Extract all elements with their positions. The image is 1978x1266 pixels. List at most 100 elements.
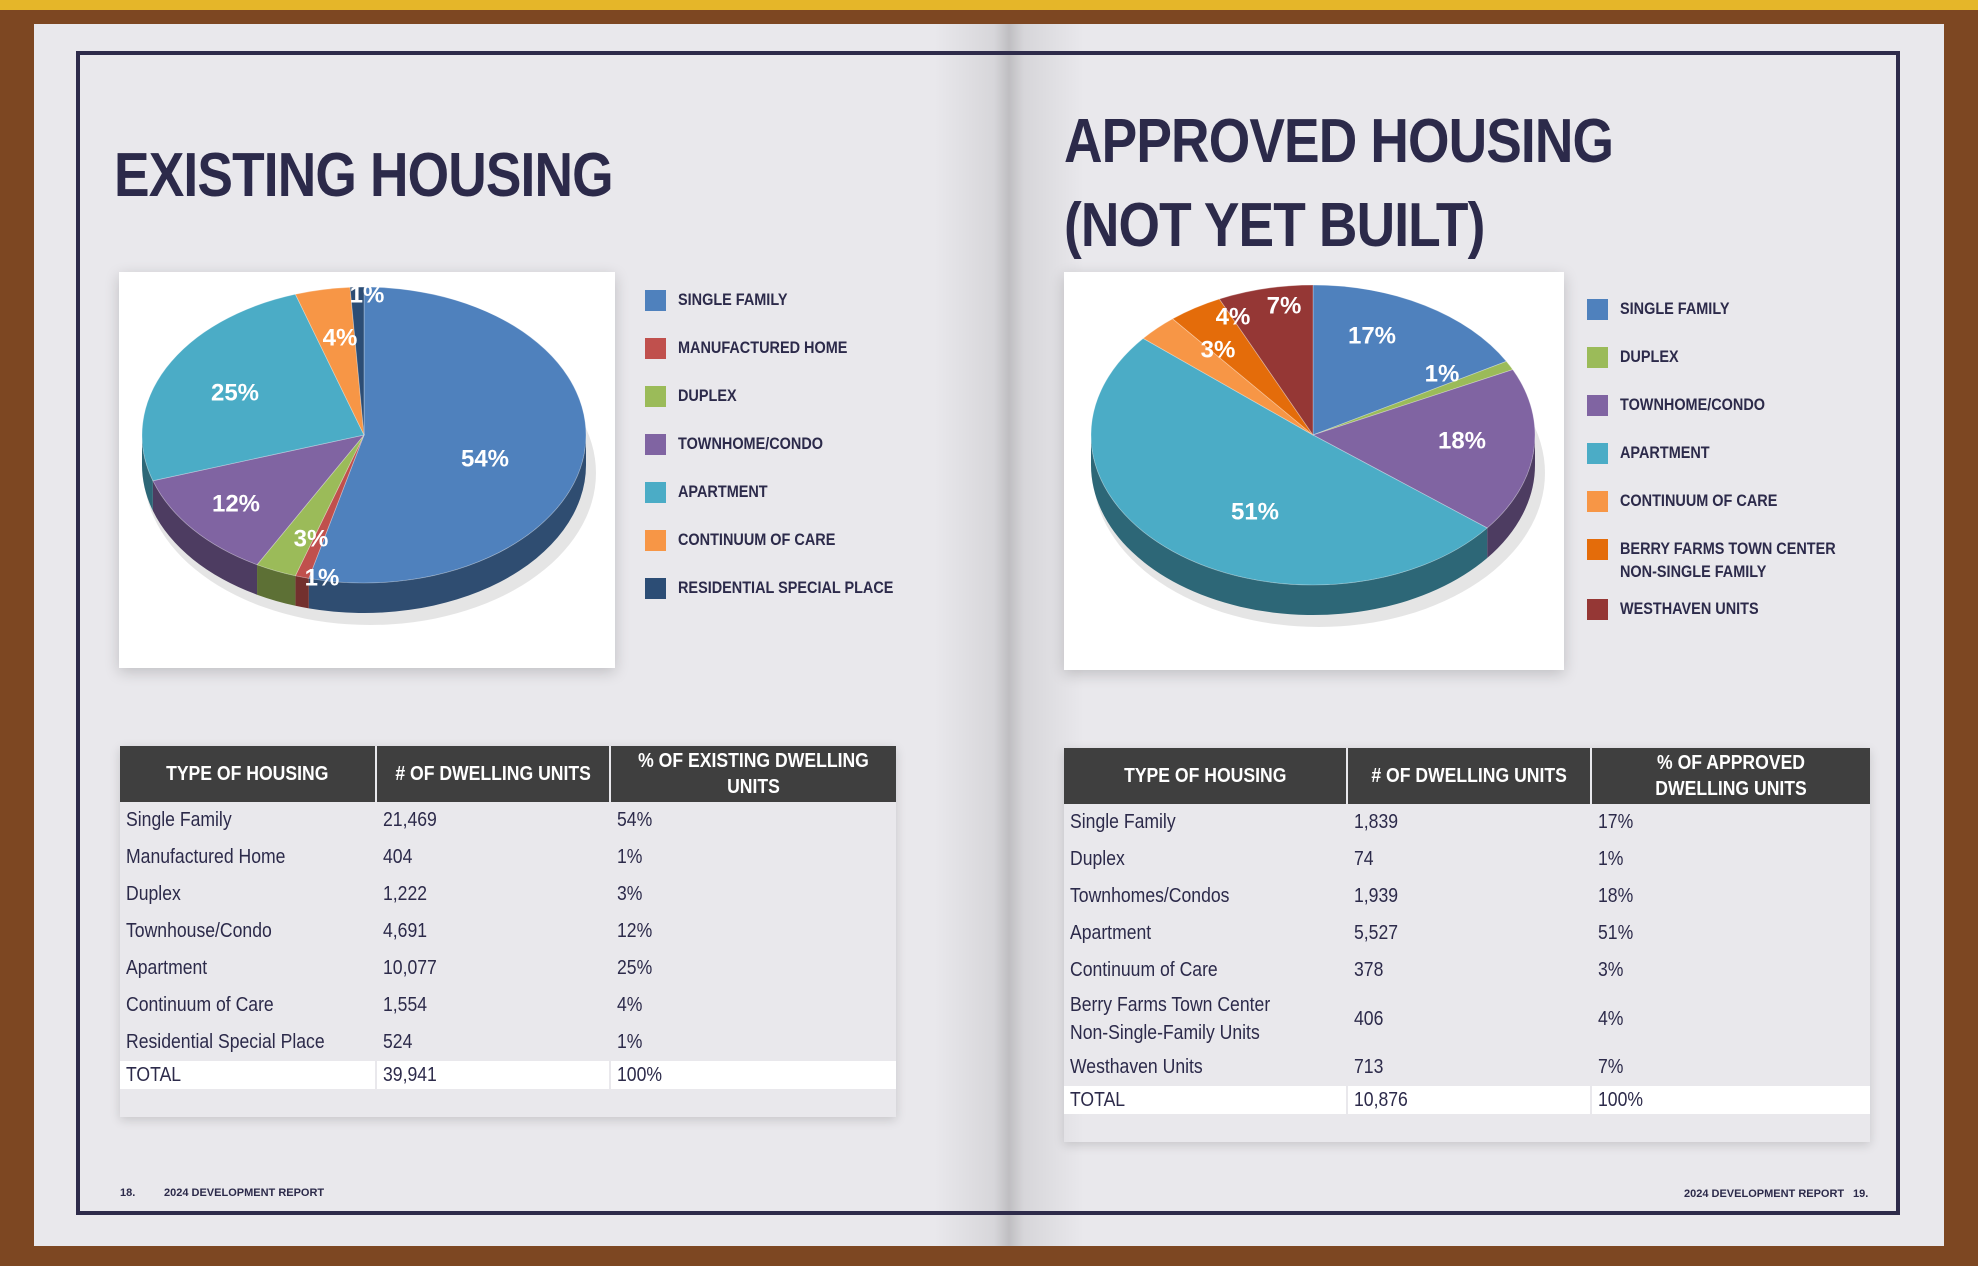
approved-table-row: Continuum of Care 378 3% <box>1064 952 1870 989</box>
approved-table-cell: 18% <box>1590 878 1870 915</box>
existing-legend-label: APARTMENT <box>678 482 768 501</box>
existing-table-cell: Duplex <box>120 876 377 913</box>
existing-table-row: Single Family 21,469 54% <box>120 802 896 839</box>
approved-pie-label-1: 1% <box>1425 360 1460 387</box>
approved-legend-swatch <box>1587 395 1608 416</box>
existing-pie-side-2 <box>257 564 296 606</box>
approved-table-row: Townhomes/Condos 1,939 18% <box>1064 878 1870 915</box>
existing-pie-label-0: 54% <box>461 445 509 472</box>
approved-table-total-cell: 10,876 <box>1347 1086 1592 1114</box>
existing-pie-side-3 <box>152 480 258 595</box>
existing-pie-label-2: 3% <box>294 525 329 552</box>
approved-table-row: Single Family 1,839 17% <box>1064 804 1870 841</box>
existing-table-cell: 524 <box>376 1024 611 1061</box>
existing-table-cell: 4% <box>610 987 896 1024</box>
right-report-name: 2024 DEVELOPMENT REPORT <box>1684 1188 1845 1200</box>
approved-legend-item: TOWNHOME/CONDO <box>1587 393 1920 416</box>
approved-table-row: Apartment 5,527 51% <box>1064 915 1870 952</box>
approved-legend-item: SINGLE FAMILY <box>1587 297 1920 320</box>
existing-legend-label: SINGLE FAMILY <box>678 290 788 309</box>
existing-table-cell: Residential Special Place <box>120 1024 377 1061</box>
existing-table-total-cell: 100% <box>610 1061 896 1089</box>
existing-table-cell: 404 <box>376 839 611 876</box>
existing-pie-label-3: 12% <box>212 490 260 517</box>
approved-table-header-2: % OF APPROVED DWELLING UNITS <box>1590 748 1870 804</box>
approved-table-cell: 378 <box>1347 952 1592 989</box>
approved-table-cell: 3% <box>1590 952 1870 989</box>
approved-table-cell: 1,839 <box>1347 804 1592 841</box>
approved-pie-slice-0 <box>1312 284 1508 436</box>
existing-pie-side-1 <box>295 575 309 609</box>
approved-table-cell: 5,527 <box>1347 915 1592 952</box>
window-top-edge <box>0 0 1978 10</box>
existing-table-total-cell: 39,941 <box>376 1061 611 1089</box>
approved-legend-label: SINGLE FAMILY <box>1620 299 1730 318</box>
approved-pie-label-3: 51% <box>1231 498 1279 525</box>
approved-table-cell: Single Family <box>1064 804 1348 841</box>
existing-table-cell: Townhouse/Condo <box>120 913 377 950</box>
existing-table-cell: 1% <box>610 1024 896 1061</box>
approved-pie-slice-6 <box>1218 284 1314 437</box>
left-page-number: 18. <box>120 1187 136 1199</box>
approved-legend-item: APARTMENT <box>1587 441 1920 464</box>
approved-legend-item: WESTHAVEN UNITS <box>1587 597 1920 620</box>
approved-legend-item: BERRY FARMS TOWN CENTER NON-SINGLE FAMIL… <box>1587 537 1920 583</box>
existing-legend-swatch <box>645 482 666 503</box>
existing-table-total-cell: TOTAL <box>120 1061 377 1089</box>
existing-table-spacer-row <box>120 1089 896 1117</box>
approved-table-total-cell: 100% <box>1590 1086 1870 1114</box>
existing-pie-label-5: 4% <box>323 324 358 351</box>
approved-table-cell: 4% <box>1590 989 1870 1049</box>
existing-legend-swatch <box>645 434 666 455</box>
existing-pie-chart: 54% 1% 3% 12% 25% 4% 1% <box>119 272 615 668</box>
approved-table-total-row: TOTAL 10,876 100% <box>1064 1086 1870 1114</box>
existing-table-cell: 12% <box>610 913 896 950</box>
existing-pie-side-4 <box>142 435 153 511</box>
existing-table-spacer-cell <box>376 1089 611 1117</box>
existing-table-cell: 3% <box>610 876 896 913</box>
approved-legend-swatch <box>1587 443 1608 464</box>
existing-table-cell: 10,077 <box>376 950 611 987</box>
approved-table-cell: 74 <box>1347 841 1592 878</box>
approved-pie-svg: 17% 1% 18% 51% 3% 4% 7% <box>1090 284 1545 627</box>
existing-pie-side-0 <box>308 435 586 613</box>
existing-table-cell: 1,554 <box>376 987 611 1024</box>
existing-legend-item: RESIDENTIAL SPECIAL PLACE <box>645 576 931 599</box>
existing-table-row: Townhouse/Condo 4,691 12% <box>120 913 896 950</box>
existing-table-cell: Continuum of Care <box>120 987 377 1024</box>
existing-table-total-row: TOTAL 39,941 100% <box>120 1061 896 1089</box>
page-border <box>76 51 1900 1215</box>
existing-pie-label-6: 1% <box>350 281 385 308</box>
approved-pie-label-5: 4% <box>1216 303 1251 330</box>
existing-legend: SINGLE FAMILY MANUFACTURED HOME DUPLEX TOWN… <box>645 288 931 624</box>
existing-pie-slice-1 <box>294 434 365 579</box>
existing-table-cell: 1,222 <box>376 876 611 913</box>
approved-pie-side-3 <box>1091 435 1488 615</box>
existing-table-cell: 1% <box>610 839 896 876</box>
existing-pie-slice-2 <box>256 434 365 577</box>
existing-pie-slice-5 <box>294 286 365 436</box>
approved-table-row: Berry Farms Town Center Non-Single-Famil… <box>1064 989 1870 1049</box>
approved-table-cell: Duplex <box>1064 841 1348 878</box>
approved-table-cell: Westhaven Units <box>1064 1049 1348 1086</box>
existing-table-cell: 25% <box>610 950 896 987</box>
approved-table-cell: Continuum of Care <box>1064 952 1348 989</box>
existing-legend-item: APARTMENT <box>645 480 931 503</box>
existing-legend-label: CONTINUUM OF CARE <box>678 530 836 549</box>
existing-legend-swatch <box>645 386 666 407</box>
existing-legend-item: CONTINUUM OF CARE <box>645 528 931 551</box>
approved-housing-title-line2: (NOT YET BUILT) <box>1064 191 1485 260</box>
existing-pie-slice-0 <box>308 286 587 584</box>
existing-pie-svg: 54% 1% 3% 12% 25% 4% 1% <box>141 281 596 625</box>
existing-table-cell: Apartment <box>120 950 377 987</box>
approved-legend-label: WESTHAVEN UNITS <box>1620 599 1759 618</box>
existing-legend-item: DUPLEX <box>645 384 931 407</box>
existing-table-header-2: % OF EXISTING DWELLING UNITS <box>610 746 896 802</box>
existing-table-spacer-cell <box>610 1089 896 1117</box>
existing-pie-label-4: 25% <box>211 379 259 406</box>
existing-table-row: Apartment 10,077 25% <box>120 950 896 987</box>
approved-table-cell: Berry Farms Town Center Non-Single-Famil… <box>1064 989 1348 1049</box>
approved-pie-label-0: 17% <box>1348 322 1396 349</box>
approved-table-cell: 51% <box>1590 915 1870 952</box>
approved-pie-slice-4 <box>1142 318 1314 436</box>
